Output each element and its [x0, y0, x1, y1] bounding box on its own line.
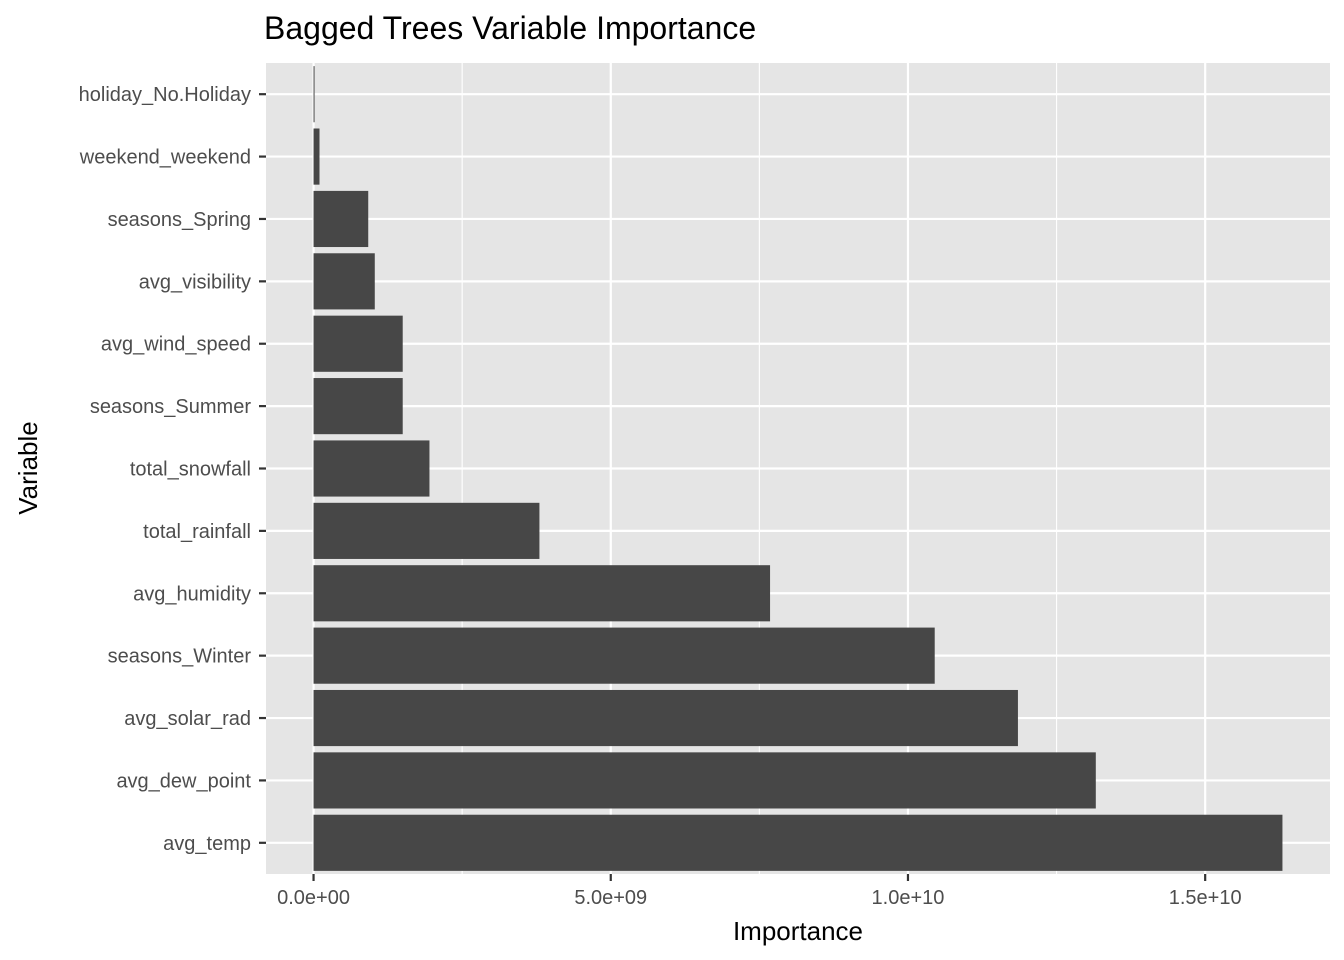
- x-tick-label: 0.0e+00: [277, 887, 350, 909]
- y-tick-label: seasons_Winter: [108, 646, 252, 668]
- x-tick-label: 1.0e+10: [872, 887, 945, 909]
- bar: [313, 565, 771, 622]
- x-tick-label: 5.0e+09: [574, 887, 647, 909]
- bar: [313, 627, 935, 684]
- bar: [313, 752, 1096, 809]
- y-tick-label: weekend_weekend: [79, 147, 251, 169]
- x-tick-label: 1.5e+10: [1169, 887, 1242, 909]
- bar: [313, 814, 1283, 871]
- y-tick-label: avg_wind_speed: [101, 334, 251, 356]
- y-tick-label: holiday_No.Holiday: [79, 84, 251, 106]
- bar: [313, 502, 540, 559]
- bars: [313, 66, 1283, 871]
- y-tick-label: seasons_Spring: [108, 209, 251, 231]
- x-axis: 0.0e+00 5.0e+09 1.0e+10 1.5e+10: [277, 874, 1242, 909]
- y-tick-label: total_snowfall: [130, 459, 251, 481]
- chart-title: Bagged Trees Variable Importance: [264, 10, 756, 46]
- y-tick-label: avg_dew_point: [116, 770, 251, 792]
- y-tick-label: avg_temp: [163, 833, 251, 855]
- y-tick-label: total_rainfall: [143, 521, 251, 543]
- bar: [313, 689, 1018, 747]
- y-tick-label: avg_humidity: [133, 583, 251, 605]
- y-tick-label: avg_visibility: [139, 271, 251, 293]
- bar: [313, 253, 375, 310]
- y-tick-label: seasons_Summer: [90, 396, 252, 418]
- bar: [313, 378, 403, 435]
- x-axis-title: Importance: [733, 916, 863, 946]
- bar: [313, 66, 315, 123]
- y-axis-title: Variable: [13, 421, 43, 514]
- bar: [313, 190, 369, 248]
- y-tick-label: avg_solar_rad: [124, 708, 251, 730]
- bar: [313, 440, 430, 497]
- bar: [313, 128, 320, 185]
- bar: [313, 315, 403, 372]
- y-axis: avg_temp avg_dew_point avg_solar_rad season…: [79, 84, 266, 855]
